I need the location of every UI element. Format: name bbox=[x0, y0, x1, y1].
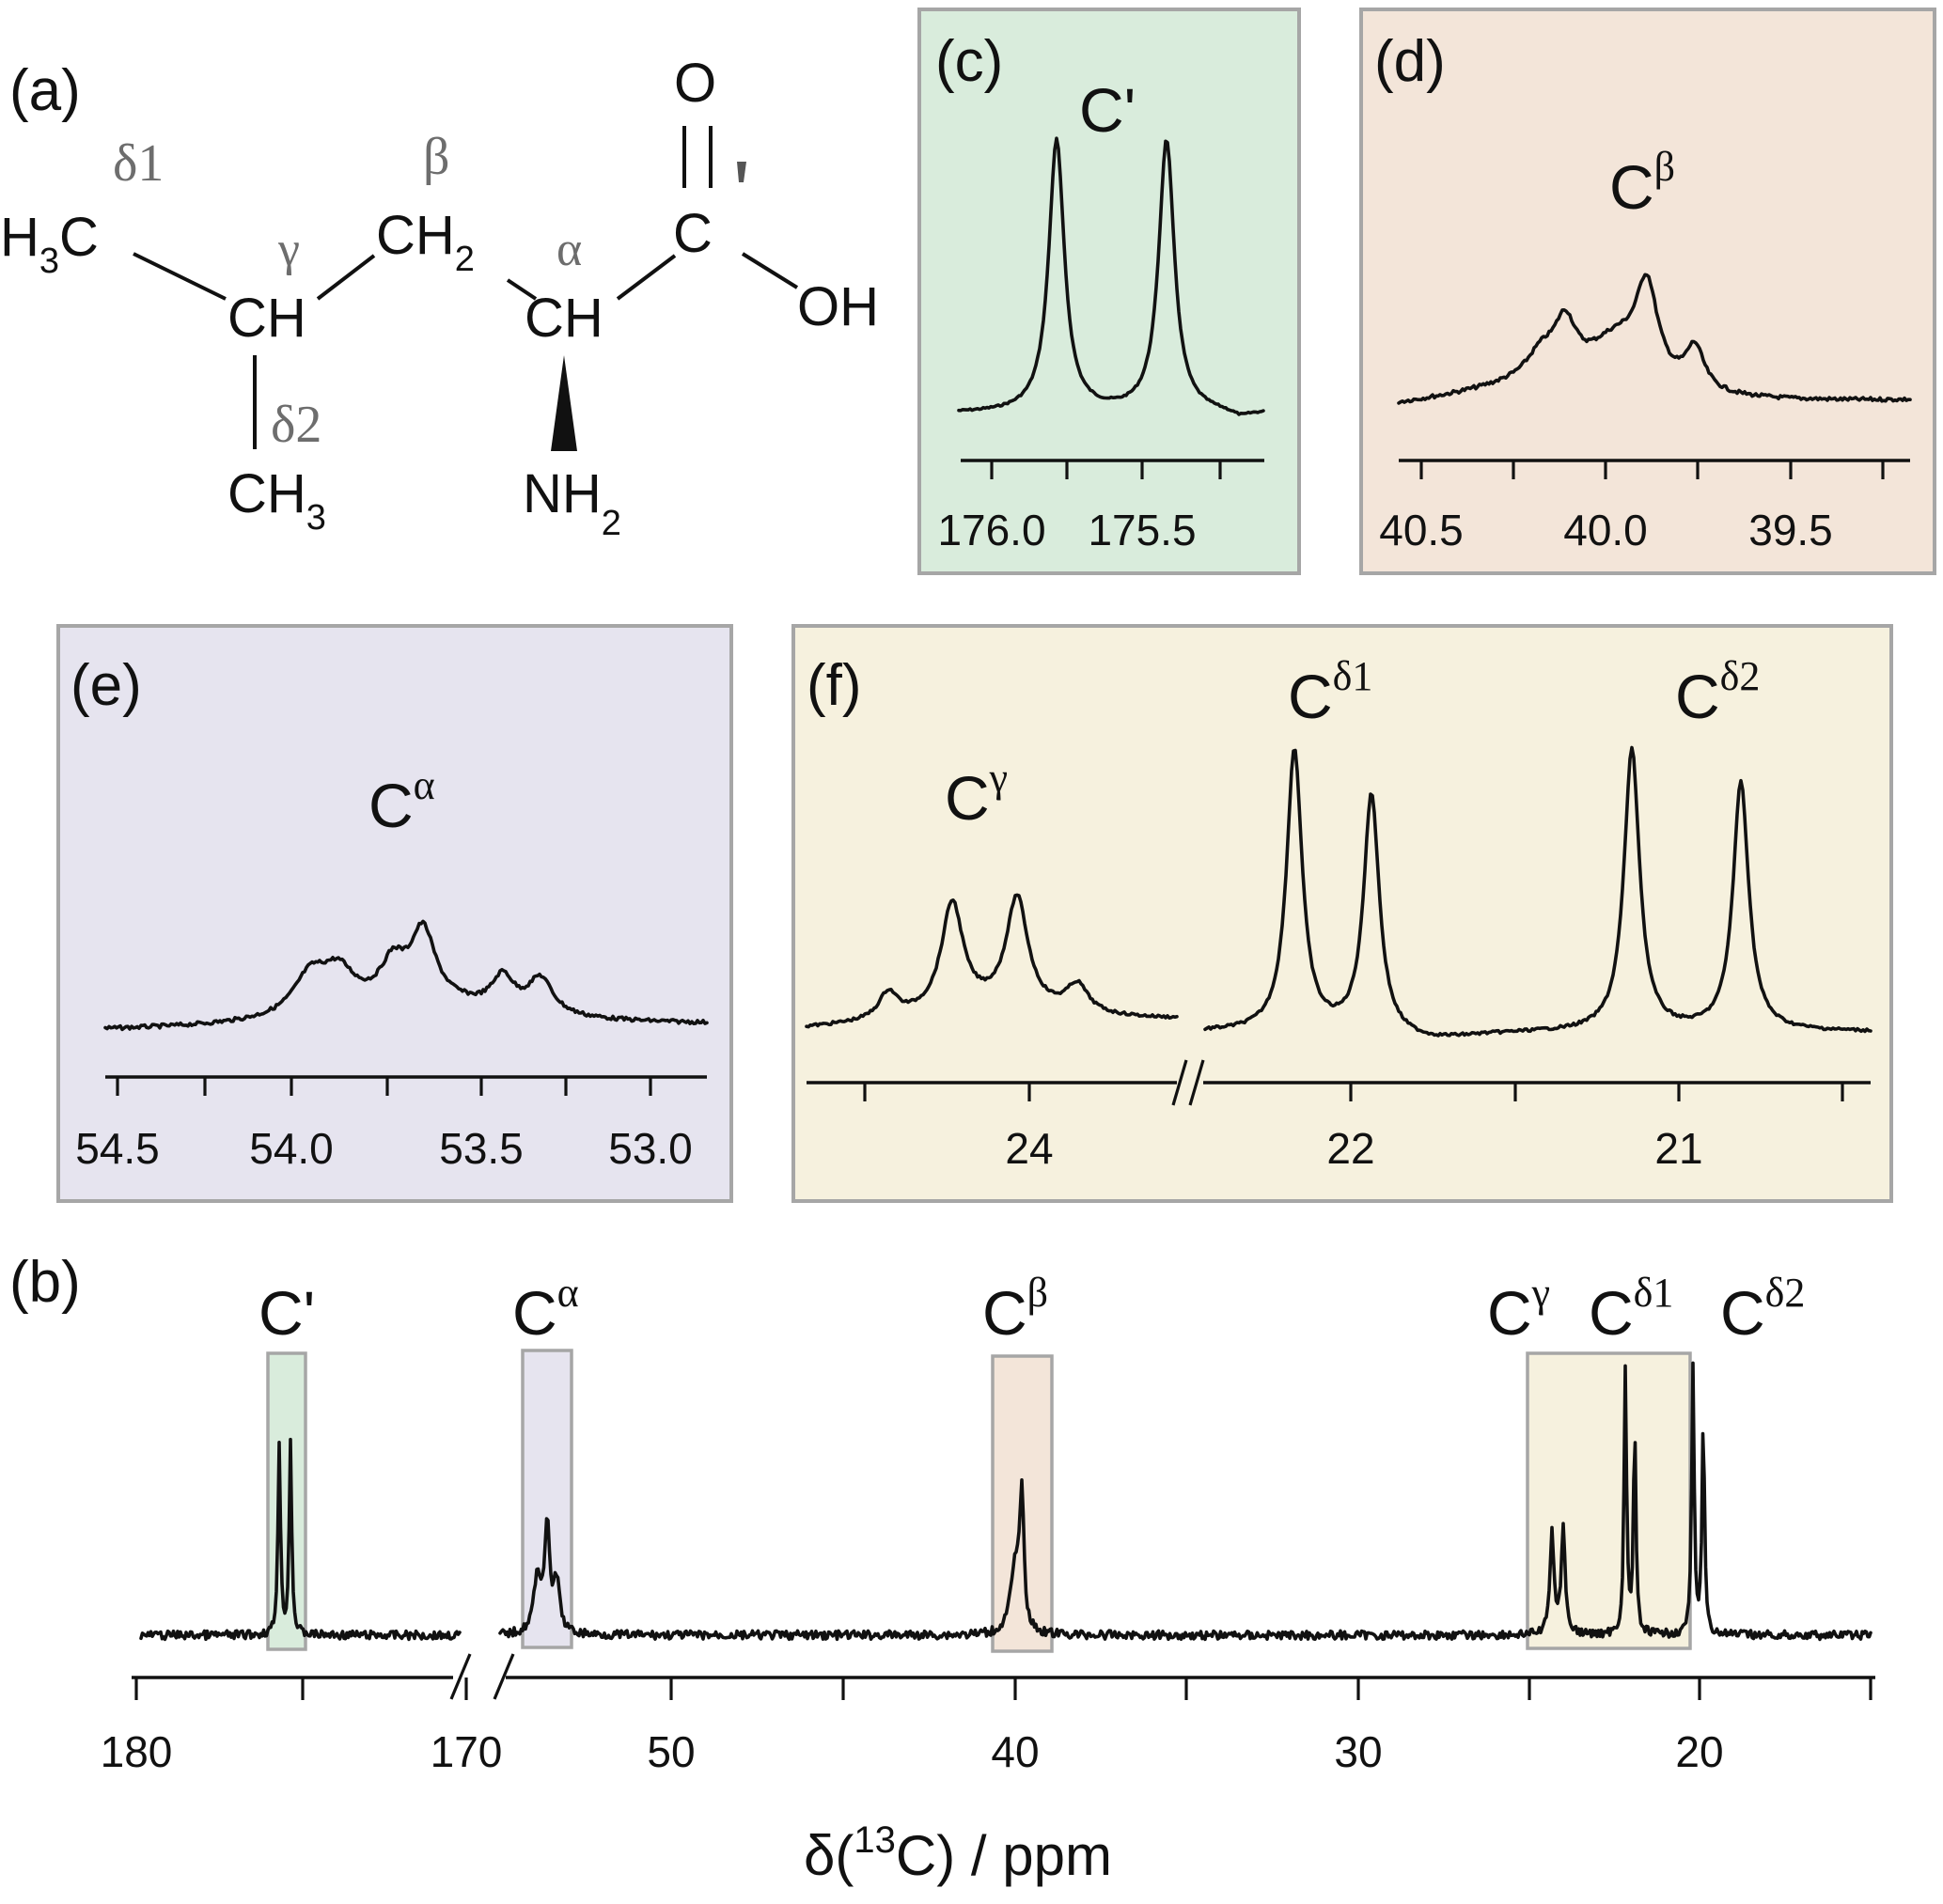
peak-label-b-c-delta2: Cδ2 bbox=[1720, 1270, 1805, 1348]
peak-label-b-c-prime: C' bbox=[259, 1278, 315, 1348]
panel-d-frame bbox=[1359, 8, 1936, 575]
group-ch3: CH3 bbox=[227, 463, 326, 538]
panel-c-label: (c) bbox=[935, 29, 1003, 94]
axis-break-mark-f-2 bbox=[1188, 1059, 1205, 1106]
x-axis-title-b: δ(13C) / ppm bbox=[804, 1819, 1112, 1887]
tick-label-e-53.0: 53.0 bbox=[608, 1124, 693, 1173]
tick-label-e-53.5: 53.5 bbox=[439, 1124, 524, 1173]
group-ch-alpha: CH bbox=[525, 288, 603, 349]
group-oh: OH bbox=[797, 276, 879, 337]
panel-a-structure: (a) H3C CH CH2 CH C O OH CH3 NH2 δ1 γ β … bbox=[0, 53, 879, 543]
greek-delta1: δ1 bbox=[113, 134, 164, 193]
panel-f-frame bbox=[791, 624, 1893, 1203]
tick-label-f-22: 22 bbox=[1326, 1124, 1374, 1173]
bond-gamma-beta bbox=[316, 254, 376, 301]
group-ch-gamma: CH bbox=[227, 288, 306, 349]
tick-label-e-54.0: 54.0 bbox=[249, 1124, 334, 1173]
x-ticks-e bbox=[116, 1077, 652, 1096]
spectrum-trace-b-right bbox=[498, 1361, 1872, 1642]
x-ticks-b bbox=[134, 1678, 1872, 1700]
peak-label-c-delta1: Cδ1 bbox=[1288, 653, 1372, 731]
panel-e-frame bbox=[56, 624, 733, 1203]
spectrum-trace-d bbox=[1397, 273, 1912, 405]
panel-d-label: (d) bbox=[1374, 29, 1446, 94]
tick-label-b-20: 20 bbox=[1675, 1727, 1723, 1776]
panel-c-frame bbox=[917, 8, 1301, 575]
spectrum-trace-e bbox=[103, 919, 709, 1032]
panel-d: (d) Cβ 40.5 40.0 39.5 bbox=[1359, 8, 1936, 575]
panel-b-label: (b) bbox=[9, 1250, 81, 1315]
x-ticks-c bbox=[990, 460, 1222, 479]
peak-label-b-c-gamma: Cγ bbox=[1487, 1270, 1550, 1348]
group-o: O bbox=[674, 53, 716, 114]
peak-label-c-alpha: Cα bbox=[368, 762, 435, 840]
bond-beta-alpha bbox=[506, 278, 538, 301]
group-h3c: H3C bbox=[0, 207, 99, 281]
greek-beta: β bbox=[423, 128, 450, 186]
panel-f-label: (f) bbox=[807, 653, 862, 718]
tick-label-d-40.0: 40.0 bbox=[1563, 506, 1648, 554]
group-carbonyl-c: C bbox=[673, 203, 713, 264]
axis-break-mark-b-1 bbox=[449, 1653, 472, 1700]
spectrum-trace-b-left bbox=[139, 1437, 462, 1642]
x-ticks-d bbox=[1419, 460, 1885, 479]
greek-gamma: γ bbox=[277, 223, 300, 276]
axis-break-gap-b bbox=[453, 1663, 506, 1693]
greek-alpha: α bbox=[556, 223, 582, 276]
peak-label-c-prime: C' bbox=[1079, 75, 1136, 145]
panel-c: (c) C' 176.0 175.5 bbox=[917, 8, 1301, 575]
x-ticks-f bbox=[863, 1083, 1844, 1101]
spectrum-trace-c bbox=[957, 136, 1265, 416]
tick-label-b-50: 50 bbox=[647, 1727, 695, 1776]
tick-label-c-176.0: 176.0 bbox=[937, 506, 1045, 554]
panel-e-label: (e) bbox=[71, 653, 142, 718]
tick-label-b-40: 40 bbox=[991, 1727, 1039, 1776]
panel-b: (b) C' Cα Cβ Cγ Cδ1 Cδ2 180 170 50 40 30… bbox=[9, 1250, 1875, 1887]
panel-a-label: (a) bbox=[9, 58, 81, 123]
prime-mark bbox=[737, 162, 746, 182]
axis-break-mark-f-1 bbox=[1171, 1059, 1188, 1106]
axis-break-mark-b-2 bbox=[493, 1653, 515, 1700]
tick-label-d-39.5: 39.5 bbox=[1748, 506, 1833, 554]
tick-label-c-175.5: 175.5 bbox=[1088, 506, 1196, 554]
spectrum-trace-f-gamma bbox=[805, 893, 1179, 1029]
peak-label-c-delta2: Cδ2 bbox=[1675, 653, 1760, 731]
greek-delta2: δ2 bbox=[271, 396, 321, 454]
group-ch2: CH2 bbox=[376, 205, 475, 279]
tick-label-f-24: 24 bbox=[1005, 1124, 1053, 1173]
peak-label-b-c-beta: Cβ bbox=[982, 1270, 1048, 1348]
tick-label-f-21: 21 bbox=[1654, 1124, 1702, 1173]
tick-label-d-40.5: 40.5 bbox=[1379, 506, 1464, 554]
tick-label-b-30: 30 bbox=[1334, 1727, 1382, 1776]
tick-label-e-54.5: 54.5 bbox=[75, 1124, 160, 1173]
highlight-box-c-alpha bbox=[521, 1349, 573, 1649]
peak-label-c-beta: Cβ bbox=[1609, 144, 1675, 222]
bond-delta1-gamma bbox=[133, 252, 227, 301]
wedge-bond-icon bbox=[551, 355, 577, 451]
tick-label-b-170: 170 bbox=[431, 1727, 503, 1776]
peak-label-b-c-delta1: Cδ1 bbox=[1589, 1270, 1673, 1348]
group-nh2: NH2 bbox=[523, 463, 621, 543]
peak-label-c-gamma: Cγ bbox=[945, 755, 1008, 833]
spectrum-trace-f-delta bbox=[1203, 745, 1872, 1038]
highlight-box-c-gamma-delta bbox=[1526, 1351, 1692, 1650]
panel-f: (f) Cγ Cδ1 Cδ2 24 22 21 bbox=[791, 624, 1893, 1203]
bond-carbonyl-oh bbox=[741, 252, 799, 289]
peak-label-b-c-alpha: Cα bbox=[512, 1270, 579, 1348]
bond-alpha-carbonyl bbox=[616, 254, 677, 301]
tick-label-b-180: 180 bbox=[101, 1727, 173, 1776]
panel-e: (e) Cα 54.5 54.0 53.5 53.0 bbox=[56, 624, 733, 1203]
